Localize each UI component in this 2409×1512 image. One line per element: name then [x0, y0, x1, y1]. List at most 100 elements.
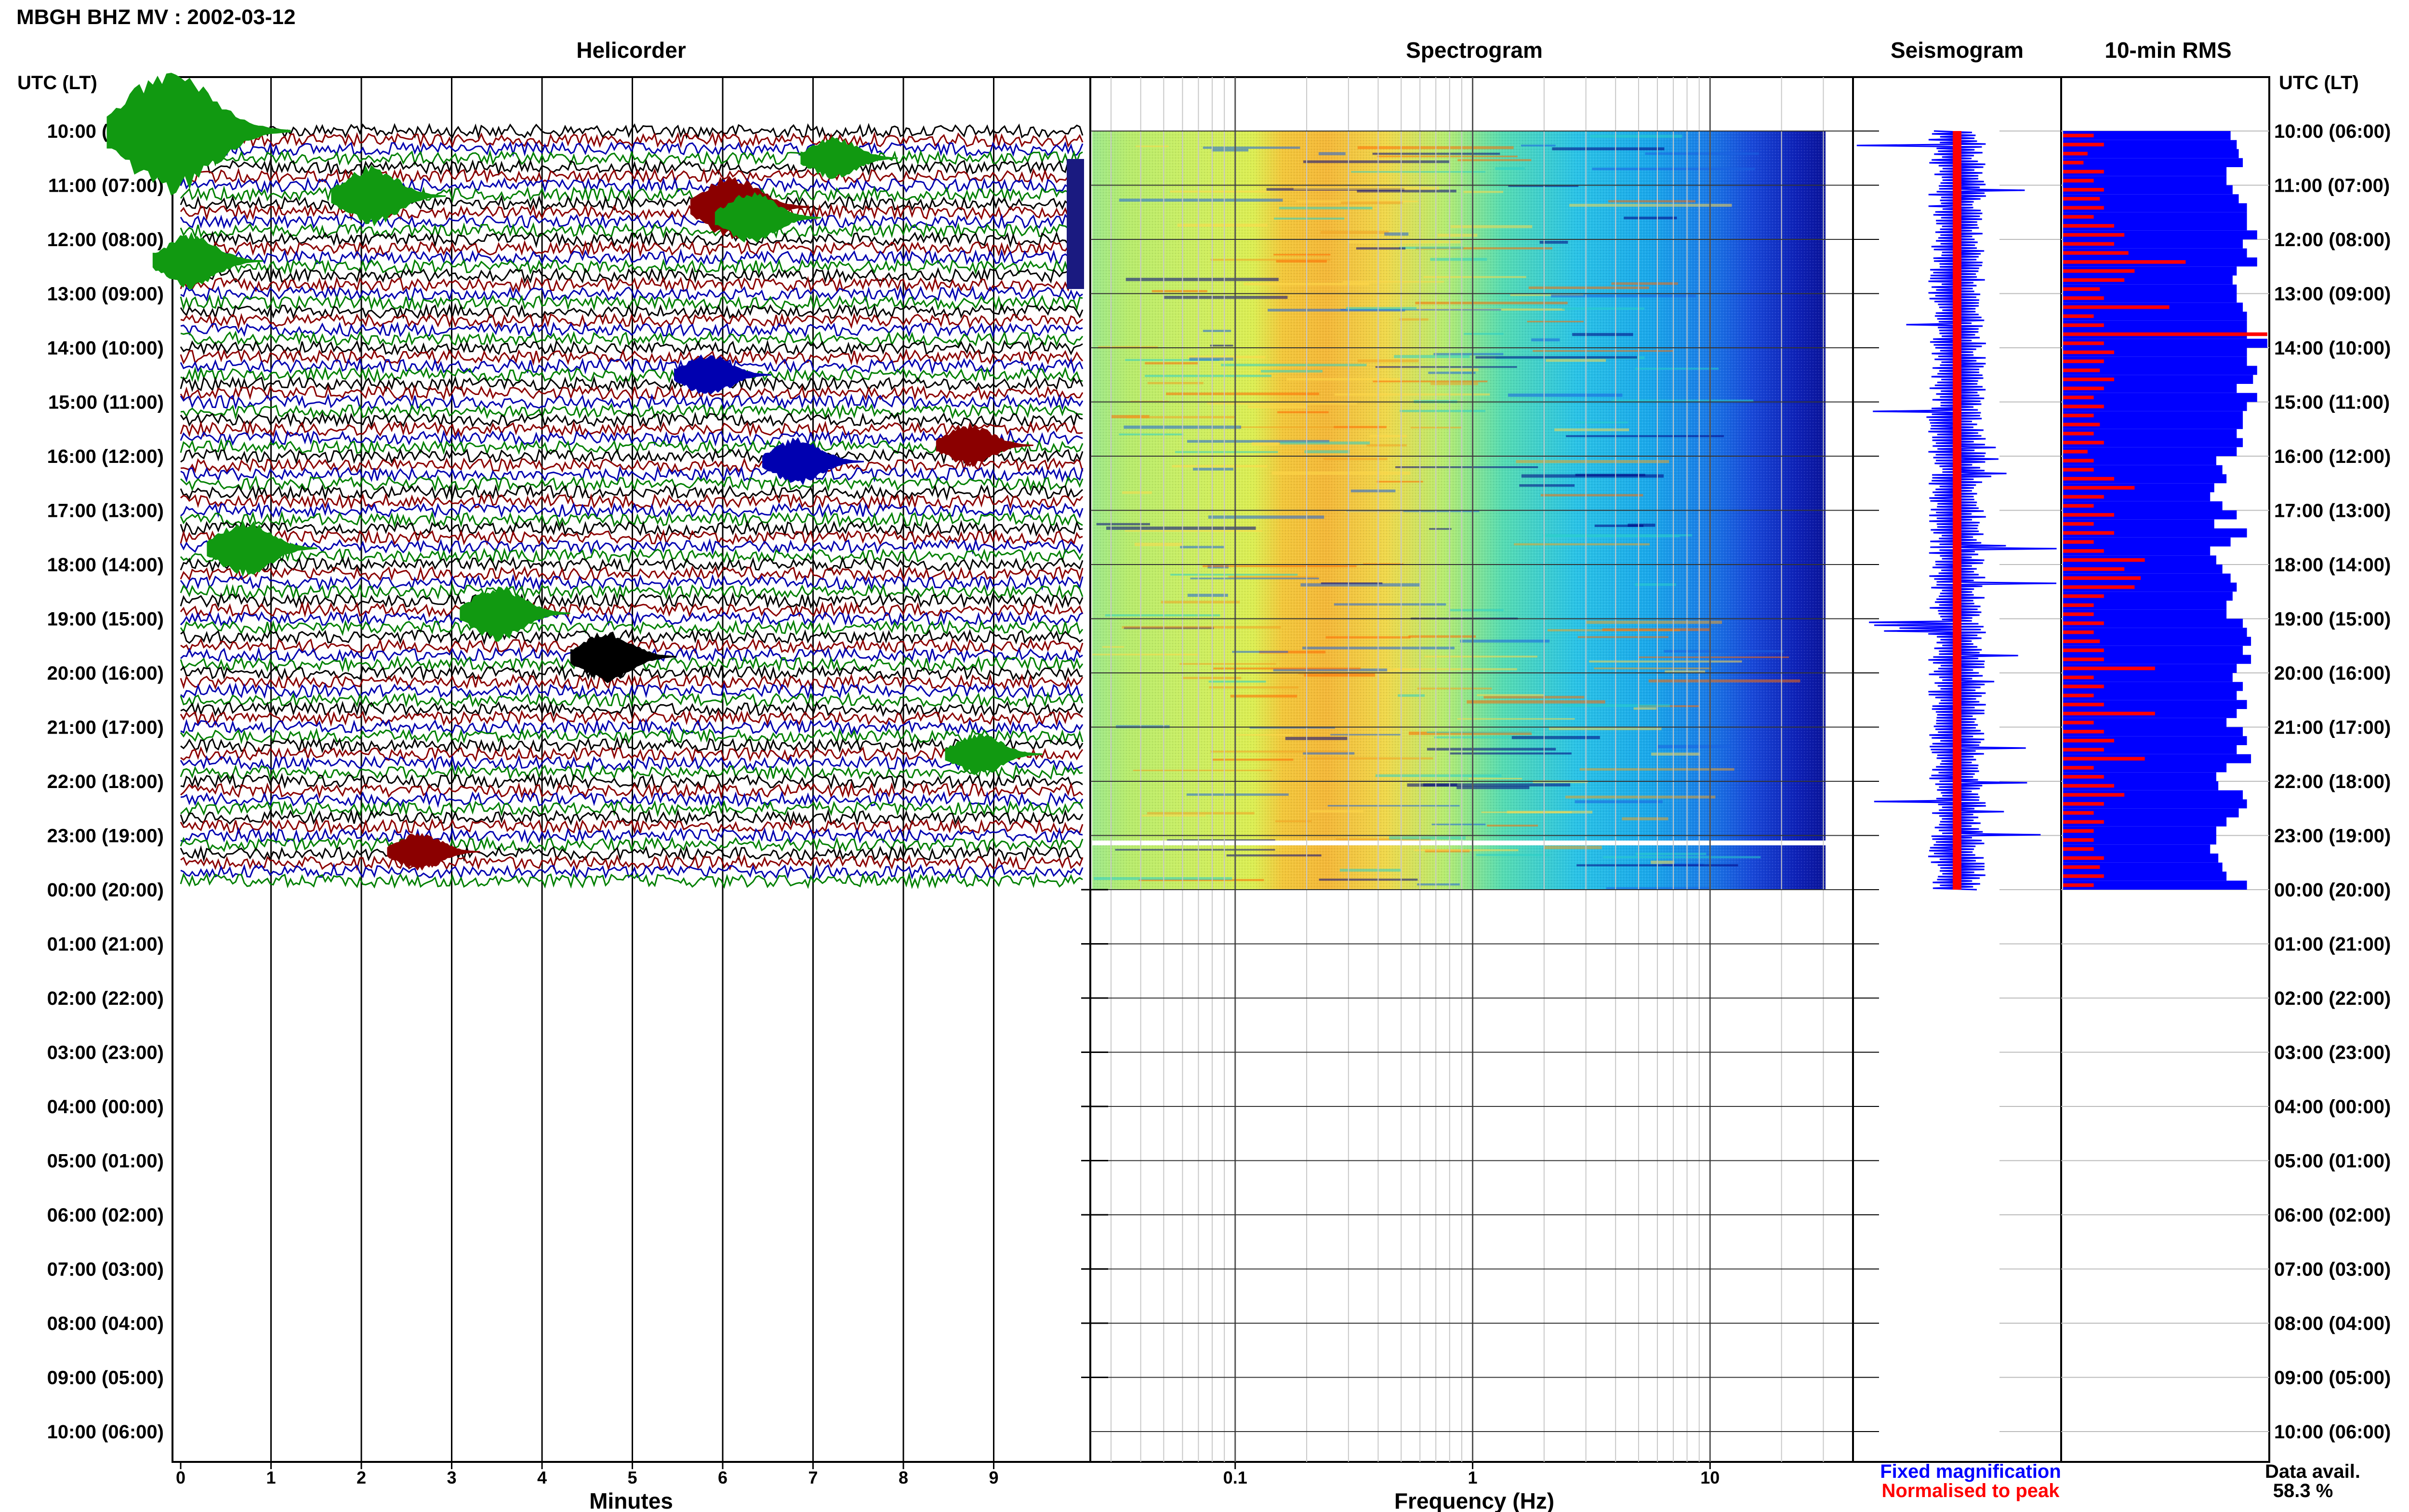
spectrogram-streak [1377, 156, 1518, 158]
spectrogram-streak [1330, 734, 1401, 736]
spectrogram-streak [1163, 296, 1288, 299]
time-label-right: 03:00 (23:00) [2274, 1042, 2391, 1064]
helicorder-events [106, 73, 1043, 871]
spectrogram-streak [1657, 745, 1731, 749]
spectrogram-streak [1274, 217, 1345, 220]
spectrogram-streak [1400, 409, 1485, 412]
helicorder-trace-line [180, 547, 1084, 565]
time-label-right: 01:00 (21:00) [2274, 934, 2391, 955]
helicorder-trace-line [180, 763, 1083, 781]
rms-normalised-bar [2063, 341, 2104, 345]
spectrogram-streak [1208, 681, 1266, 683]
spectrogram-streak [1202, 565, 1357, 567]
spectrogram-streak [1449, 609, 1504, 612]
spectrogram-grid [1090, 77, 1853, 1462]
helicorder-event [570, 631, 676, 684]
spectrogram-streak [1167, 839, 1275, 841]
spectrogram-streak [1186, 793, 1289, 796]
rms-fixed-bar [2063, 483, 2214, 492]
time-label-left: 13:00 (09:00) [47, 284, 164, 305]
spectrogram-streak [1175, 451, 1278, 453]
data-avail-label: Data avail. [2265, 1461, 2360, 1482]
spectrogram-streak [1145, 375, 1271, 377]
spectrogram-streak [1187, 593, 1228, 597]
spectrogram-streak [1384, 232, 1409, 236]
spectrogram-tick-label: 0.1 [1223, 1468, 1247, 1487]
spectrogram-streak [1336, 838, 1431, 841]
rms-normalised-bar [2063, 504, 2094, 508]
spectrogram-streak [1094, 877, 1232, 880]
spectrogram-streak [1424, 656, 1537, 658]
seismogram-normalised-trace [1953, 131, 1961, 890]
spectrogram-streak [1115, 849, 1275, 851]
rms-fixed-bar [2063, 420, 2243, 429]
rms-normalised-bar [2063, 540, 2094, 544]
spectrogram-streak [1635, 853, 1707, 855]
rms-fixed-bar [2063, 637, 2251, 646]
rms-normalised-bar [2063, 224, 2114, 228]
rms-fixed-bar [2063, 348, 2247, 357]
helicorder-trace-line [180, 700, 1084, 718]
spectrogram-streak [1549, 727, 1662, 730]
spectrogram-streak [1092, 654, 1199, 656]
spectrogram-streak [1357, 359, 1419, 363]
spectrogram-streak [1606, 887, 1710, 890]
rms-fixed-bar [2063, 826, 2216, 836]
rms-normalised-bar [2063, 675, 2094, 680]
rms-normalised-bar [2063, 143, 2104, 146]
helicorder-trace-line [180, 818, 1084, 835]
spectrogram-streak [1450, 225, 1533, 228]
helicorder-trace-line [180, 267, 1083, 285]
helicorder-trace-line [180, 239, 1084, 257]
utc-header-left: UTC (LT) [17, 72, 97, 93]
spectrogram-streak [1211, 148, 1249, 152]
rms-fixed-bar [2063, 393, 2257, 402]
helicorder-trace-line [180, 538, 1084, 555]
rms-fixed-bar [2063, 131, 2231, 140]
spectrogram-gap [1092, 841, 1826, 845]
helicorder-event [106, 73, 291, 196]
rms-fixed-bar [2063, 474, 2227, 484]
helicorder-trace-line [180, 411, 1083, 429]
spectrogram-streak [1271, 471, 1411, 475]
rms-fixed-bar [2063, 230, 2257, 239]
helicorder-trace-line [180, 294, 1083, 312]
spectrogram-streak [1230, 695, 1297, 698]
helicorder-trace-line [180, 393, 1084, 410]
spectrogram-streak [1325, 636, 1411, 639]
rms-fixed-bar [2063, 239, 2243, 249]
spectrogram-streak [1273, 254, 1331, 256]
spectrogram-streak [1341, 201, 1403, 204]
helicorder-trace-line [180, 827, 1083, 844]
time-label-left: 22:00 (18:00) [47, 771, 164, 792]
spectrogram-streak [1395, 466, 1538, 468]
rms-fixed-bar [2063, 158, 2243, 167]
spectrogram-streak [1145, 362, 1198, 365]
spectrogram-streak [1346, 510, 1480, 513]
helicorder-trace-line [180, 529, 1083, 546]
spectrogram-streak [1356, 247, 1406, 250]
time-label-right: 04:00 (00:00) [2274, 1096, 2391, 1118]
helicorder-trace-line [180, 403, 1083, 420]
helicorder-trace-line [180, 718, 1084, 736]
rms-fixed-bar [2063, 140, 2237, 149]
rms-normalised-bar [2063, 856, 2104, 860]
spectrogram-streak [1608, 200, 1695, 203]
spectrogram-streak [1310, 810, 1364, 813]
spectrogram-streak [1268, 309, 1405, 312]
time-label-right: 13:00 (09:00) [2274, 284, 2391, 305]
spectrogram-streak [1483, 696, 1585, 699]
time-label-left: 20:00 (16:00) [47, 663, 164, 684]
spectrogram-streak [1334, 603, 1446, 606]
helicorder-trace-line [180, 673, 1084, 690]
rms-fixed-bar [2063, 727, 2243, 736]
spectrogram-streak [1340, 309, 1501, 311]
spectrogram-streak [1324, 458, 1388, 460]
spectrogram-streak [1180, 546, 1224, 549]
rms-normalised-bar [2063, 160, 2084, 165]
rms-normalised-bar [2063, 829, 2094, 833]
helicorder-trace-line [180, 872, 1083, 889]
rms-normalised-bar [2063, 314, 2094, 318]
time-label-left: 21:00 (17:00) [47, 717, 164, 738]
spectrogram-streak [1105, 614, 1220, 617]
